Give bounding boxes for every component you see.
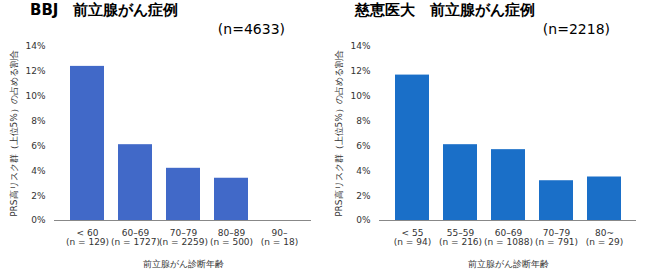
html-text:慈恵医大 前立腺がん症例: 慈恵医大 前立腺がん症例 bbox=[355, 1, 535, 19]
svg-text:60–69(n = 1727): 60–69(n = 1727) bbox=[111, 228, 160, 247]
svg-text:90–(n = 18): 90–(n = 18) bbox=[261, 228, 298, 247]
svg-text:8%: 8% bbox=[31, 116, 46, 126]
svg-text:10%: 10% bbox=[25, 91, 45, 101]
svg-text:10%: 10% bbox=[350, 91, 370, 101]
svg-text:< 55(n = 94): < 55(n = 94) bbox=[394, 228, 431, 247]
svg-text:55–59(n = 216): 55–59(n = 216) bbox=[439, 228, 482, 247]
svg-text:70–79(n = 2259): 70–79(n = 2259) bbox=[159, 228, 208, 247]
svg-text:12%: 12% bbox=[25, 66, 45, 76]
svg-text:0%: 0% bbox=[356, 215, 371, 225]
svg-text:4%: 4% bbox=[31, 166, 46, 176]
svg-text:4%: 4% bbox=[356, 166, 371, 176]
html-text:(n=4633): (n=4633) bbox=[217, 21, 285, 37]
html-text:BBJ 前立腺がん症例: BBJ 前立腺がん症例 bbox=[30, 1, 179, 19]
svg-text:6%: 6% bbox=[31, 141, 46, 151]
svg-text:PRS高リスク群（上位5%）の占める割合: PRS高リスク群（上位5%）の占める割合 bbox=[334, 50, 344, 217]
html-text:(n=2218): (n=2218) bbox=[542, 21, 610, 37]
svg-text:60–69(n = 1088): 60–69(n = 1088) bbox=[484, 228, 533, 247]
svg-text:80–89(n = 500): 80–89(n = 500) bbox=[210, 228, 253, 247]
svg-text:8%: 8% bbox=[356, 116, 371, 126]
svg-text:2%: 2% bbox=[356, 191, 371, 201]
svg-text:14%: 14% bbox=[350, 41, 370, 51]
svg-text:PRS高リスク群（上位5%）の占める割合: PRS高リスク群（上位5%）の占める割合 bbox=[9, 50, 19, 217]
svg-text:80~(n = 29): 80~(n = 29) bbox=[586, 228, 623, 247]
svg-text:前立腺がん診断年齢: 前立腺がん診断年齢 bbox=[468, 259, 549, 269]
svg-text:6%: 6% bbox=[356, 141, 371, 151]
svg-text:0%: 0% bbox=[31, 215, 46, 225]
svg-text:14%: 14% bbox=[25, 41, 45, 51]
svg-text:2%: 2% bbox=[31, 191, 46, 201]
svg-text:12%: 12% bbox=[350, 66, 370, 76]
svg-text:前立腺がん診断年齢: 前立腺がん診断年齢 bbox=[143, 259, 224, 269]
svg-text:70–79(n = 791): 70–79(n = 791) bbox=[535, 228, 578, 247]
svg-text:< 60(n = 129): < 60(n = 129) bbox=[66, 228, 109, 247]
